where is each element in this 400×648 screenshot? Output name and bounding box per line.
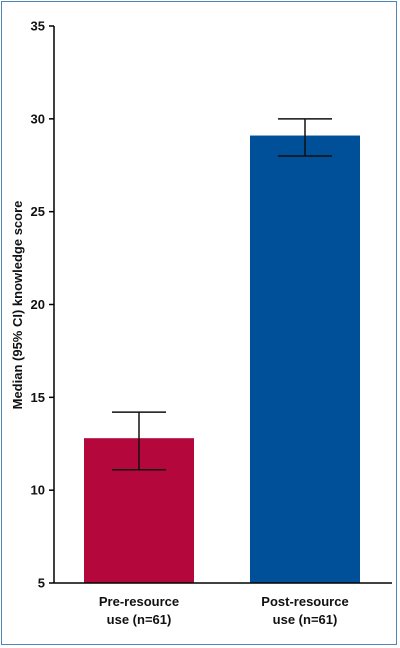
y-tick-label: 10	[31, 483, 45, 498]
error-bars	[112, 118, 332, 471]
bars	[84, 135, 360, 583]
y-tick-label: 30	[31, 111, 45, 126]
y-tick-label: 20	[31, 297, 45, 312]
bar	[250, 135, 360, 583]
y-tick-label: 15	[31, 390, 45, 405]
y-tick-label: 25	[31, 204, 45, 219]
x-category-label: Pre-resource	[99, 594, 179, 609]
y-axis-title: Median (95% CI) knowledge score	[10, 201, 25, 410]
x-category-label: use (n=61)	[107, 612, 172, 627]
x-category-label: use (n=61)	[273, 612, 338, 627]
y-axis-ticks: 5 10 15 20 25 30 35	[31, 19, 54, 591]
y-tick-label: 35	[31, 19, 45, 34]
y-tick-label: 5	[38, 576, 45, 591]
x-category-label: Post-resource	[261, 594, 348, 609]
x-axis-labels: Pre-resource use (n=61) Post-resource use (…	[99, 594, 349, 627]
